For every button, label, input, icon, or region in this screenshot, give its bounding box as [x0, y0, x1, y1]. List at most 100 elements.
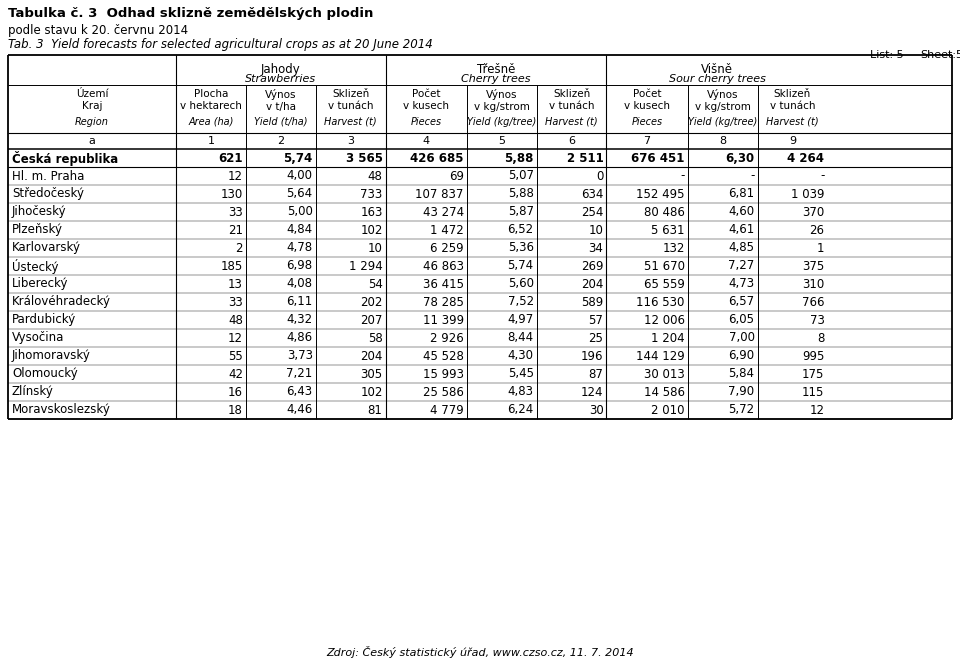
- Text: 12: 12: [228, 169, 243, 183]
- Text: 3,73: 3,73: [287, 349, 313, 362]
- Text: 269: 269: [581, 259, 604, 273]
- Text: 6,81: 6,81: [729, 187, 755, 200]
- Text: 6,98: 6,98: [287, 259, 313, 273]
- Text: 7,21: 7,21: [286, 368, 313, 380]
- Text: Višně: Višně: [701, 63, 732, 76]
- Text: 5,36: 5,36: [508, 241, 534, 255]
- Text: -: -: [820, 169, 825, 183]
- Text: 2: 2: [235, 241, 243, 255]
- Text: Ústecký: Ústecký: [12, 259, 59, 274]
- Text: 9: 9: [789, 136, 796, 146]
- Text: 1 039: 1 039: [791, 187, 825, 200]
- Text: Yield (kg/tree): Yield (kg/tree): [468, 117, 537, 127]
- Text: Harvest (t): Harvest (t): [545, 117, 598, 127]
- Text: Výnos
v kg/strom: Výnos v kg/strom: [695, 89, 751, 112]
- Text: Karlovarský: Karlovarský: [12, 241, 81, 255]
- Text: 55: 55: [228, 349, 243, 362]
- Text: 6: 6: [568, 136, 575, 146]
- Text: 305: 305: [360, 368, 383, 380]
- Text: 7,52: 7,52: [508, 296, 534, 308]
- Text: 6 259: 6 259: [430, 241, 464, 255]
- Text: 375: 375: [803, 259, 825, 273]
- Text: 1 204: 1 204: [651, 331, 684, 345]
- Text: 6,24: 6,24: [508, 403, 534, 417]
- Text: 10: 10: [588, 224, 604, 237]
- Text: Pardubický: Pardubický: [12, 314, 76, 327]
- Text: a: a: [88, 136, 95, 146]
- Text: Sklizeň
v tunách: Sklizeň v tunách: [549, 89, 594, 111]
- Text: 25 586: 25 586: [423, 386, 464, 398]
- Text: 87: 87: [588, 368, 604, 380]
- Text: Yield (t/ha): Yield (t/ha): [254, 117, 307, 127]
- Text: 48: 48: [228, 314, 243, 327]
- Text: 36 415: 36 415: [422, 278, 464, 290]
- Text: 5,72: 5,72: [729, 403, 755, 417]
- Text: 6,90: 6,90: [729, 349, 755, 362]
- Text: 4,85: 4,85: [729, 241, 755, 255]
- Text: 4,97: 4,97: [508, 314, 534, 327]
- Text: Výnos
v kg/strom: Výnos v kg/strom: [474, 89, 530, 112]
- Text: Hl. m. Praha: Hl. m. Praha: [12, 169, 84, 183]
- Text: 102: 102: [360, 386, 383, 398]
- Text: Moravskoslezský: Moravskoslezský: [12, 403, 110, 417]
- Text: 6,11: 6,11: [286, 296, 313, 308]
- Text: 4,08: 4,08: [287, 278, 313, 290]
- Text: 8: 8: [817, 331, 825, 345]
- Text: 4,61: 4,61: [729, 224, 755, 237]
- Text: 12 006: 12 006: [643, 314, 684, 327]
- Text: 4 264: 4 264: [787, 151, 825, 165]
- Text: Area (ha): Area (ha): [188, 117, 233, 127]
- Text: 46 863: 46 863: [422, 259, 464, 273]
- Text: 34: 34: [588, 241, 604, 255]
- Text: Zdroj: Český statistický úřad, www.czso.cz, 11. 7. 2014: Zdroj: Český statistický úřad, www.czso.…: [326, 646, 634, 658]
- Text: Zlínský: Zlínský: [12, 386, 54, 398]
- Text: 5,74: 5,74: [508, 259, 534, 273]
- Text: 30: 30: [588, 403, 604, 417]
- Text: 115: 115: [802, 386, 825, 398]
- Text: 80 486: 80 486: [644, 206, 684, 218]
- Text: Pieces: Pieces: [411, 117, 442, 127]
- Text: 634: 634: [581, 187, 604, 200]
- Text: -: -: [750, 169, 755, 183]
- Text: 21: 21: [228, 224, 243, 237]
- Text: 733: 733: [360, 187, 383, 200]
- Text: 3: 3: [348, 136, 354, 146]
- Text: Yield (kg/tree): Yield (kg/tree): [688, 117, 757, 127]
- Text: 81: 81: [368, 403, 383, 417]
- Text: 6,05: 6,05: [729, 314, 755, 327]
- Text: 5,74: 5,74: [283, 151, 313, 165]
- Text: 65 559: 65 559: [644, 278, 684, 290]
- Text: 12: 12: [228, 331, 243, 345]
- Text: 5,88: 5,88: [504, 151, 534, 165]
- Text: 51 670: 51 670: [643, 259, 684, 273]
- Text: 102: 102: [360, 224, 383, 237]
- Text: 4,83: 4,83: [508, 386, 534, 398]
- Text: 4,84: 4,84: [287, 224, 313, 237]
- Text: Česká republika: Česká republika: [12, 151, 118, 165]
- Text: 202: 202: [360, 296, 383, 308]
- Text: Liberecký: Liberecký: [12, 278, 68, 290]
- Text: 185: 185: [221, 259, 243, 273]
- Text: 130: 130: [221, 187, 243, 200]
- Text: Jihočeský: Jihočeský: [12, 206, 66, 218]
- Text: 5,00: 5,00: [287, 206, 313, 218]
- Text: 43 274: 43 274: [422, 206, 464, 218]
- Text: Olomoucký: Olomoucký: [12, 368, 78, 380]
- Text: 4,32: 4,32: [287, 314, 313, 327]
- Text: Tab. 3  Yield forecasts for selected agricultural crops as at 20 June 2014: Tab. 3 Yield forecasts for selected agri…: [8, 38, 433, 51]
- Text: 10: 10: [368, 241, 383, 255]
- Text: Sklizeň
v tunách: Sklizeň v tunách: [328, 89, 373, 111]
- Text: 4,60: 4,60: [729, 206, 755, 218]
- Text: Cherry trees: Cherry trees: [462, 74, 531, 84]
- Text: 25: 25: [588, 331, 604, 345]
- Text: 5 631: 5 631: [651, 224, 684, 237]
- Text: Pieces: Pieces: [632, 117, 662, 127]
- Text: 621: 621: [218, 151, 243, 165]
- Text: 14 586: 14 586: [643, 386, 684, 398]
- Text: Plocha
v hektarech: Plocha v hektarech: [180, 89, 242, 111]
- Text: Počet
v kusech: Počet v kusech: [403, 89, 449, 111]
- Text: 5,60: 5,60: [508, 278, 534, 290]
- Text: Středočeský: Středočeský: [12, 187, 84, 200]
- Text: 2 010: 2 010: [651, 403, 684, 417]
- Text: 54: 54: [368, 278, 383, 290]
